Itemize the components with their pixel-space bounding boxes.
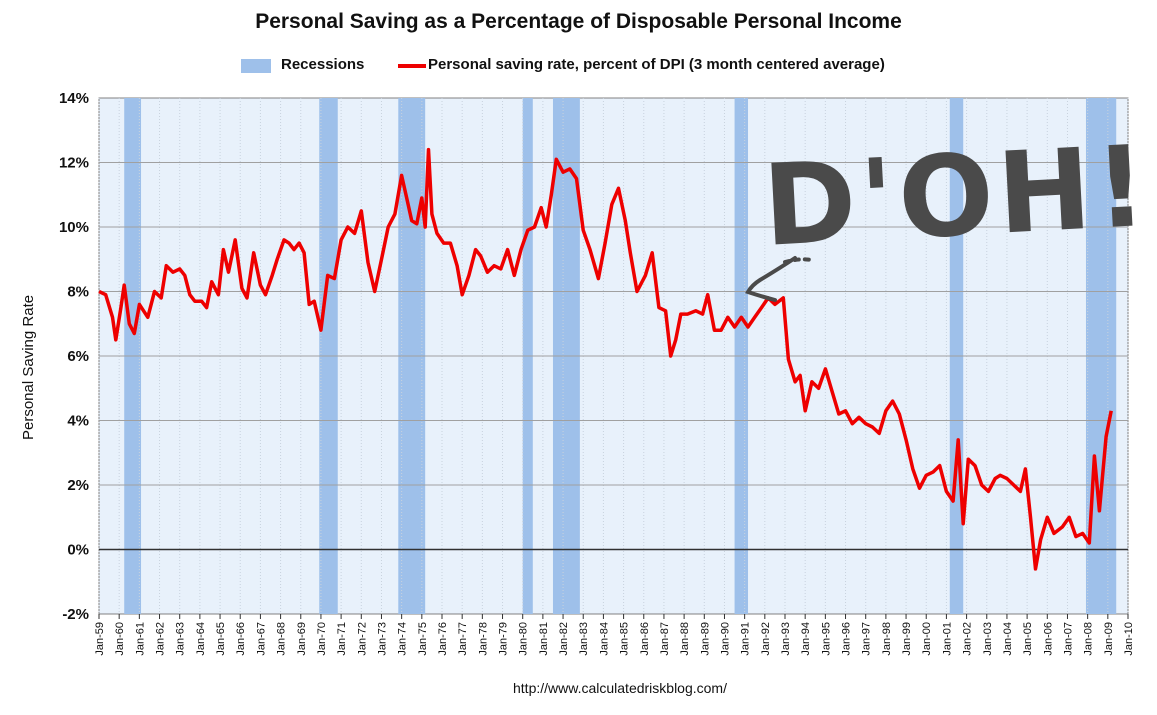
doh-annotation: D'OH! — [760, 121, 1154, 272]
x-tick-label: Jan-85 — [619, 622, 631, 656]
x-tick-label: Jan-95 — [820, 622, 832, 656]
x-tick-label: Jan-69 — [296, 622, 308, 656]
x-tick-label: Jan-76 — [437, 622, 449, 656]
x-tick-label: Jan-96 — [841, 622, 853, 656]
x-tick-label: Jan-91 — [740, 622, 752, 656]
y-tick-label: 0% — [67, 542, 89, 559]
x-tick-label: Jan-88 — [679, 622, 691, 656]
x-tick-label: Jan-00 — [921, 622, 933, 656]
x-tick-label: Jan-71 — [336, 622, 348, 656]
chart-title: Personal Saving as a Percentage of Dispo… — [255, 10, 902, 33]
doh-arrow-doodle — [745, 256, 814, 302]
saving-rate-swatch — [398, 64, 426, 68]
source-url: http://www.calculatedriskblog.com/ — [513, 680, 727, 696]
y-tick-label: 14% — [59, 90, 89, 107]
x-tick-label: Jan-89 — [699, 622, 711, 656]
y-tick-label: 2% — [67, 477, 89, 494]
x-tick-label: Jan-84 — [598, 622, 610, 656]
x-tick-label: Jan-04 — [1002, 622, 1014, 656]
x-tick-label: Jan-59 — [94, 622, 106, 656]
x-tick-label: Jan-63 — [175, 622, 187, 656]
x-tick-label: Jan-97 — [861, 622, 873, 656]
x-tick-label: Jan-83 — [578, 622, 590, 656]
x-tick-label: Jan-80 — [518, 622, 530, 656]
x-tick-label: Jan-65 — [215, 622, 227, 656]
y-tick-label: 10% — [59, 219, 89, 236]
x-tick-label: Jan-62 — [155, 622, 167, 656]
y-tick-label: 6% — [67, 348, 89, 365]
x-tick-label: Jan-06 — [1042, 622, 1054, 656]
y-tick-label: 8% — [67, 284, 89, 301]
x-tick-label: Jan-92 — [760, 622, 772, 656]
x-tick-label: Jan-07 — [1062, 622, 1074, 656]
x-tick-label: Jan-01 — [941, 622, 953, 656]
x-tick-label: Jan-87 — [659, 622, 671, 656]
x-tick-label: Jan-61 — [134, 622, 146, 656]
y-tick-label: 4% — [67, 413, 89, 430]
x-tick-label: Jan-77 — [457, 622, 469, 656]
x-tick-label: Jan-72 — [356, 622, 368, 656]
legend-label-recessions: Recessions — [281, 56, 365, 73]
x-tick-label: Jan-98 — [881, 622, 893, 656]
recessions-swatch — [241, 59, 271, 73]
x-tick-label: Jan-94 — [800, 622, 812, 656]
y-tick-label: 12% — [59, 155, 89, 172]
x-tick-label: Jan-79 — [498, 622, 510, 656]
x-tick-label: Jan-99 — [901, 622, 913, 656]
x-tick-label: Jan-67 — [255, 622, 267, 656]
x-tick-label: Jan-78 — [477, 622, 489, 656]
x-tick-label: Jan-70 — [316, 622, 328, 656]
x-tick-label: Jan-09 — [1103, 622, 1115, 656]
x-tick-label: Jan-93 — [780, 622, 792, 656]
x-tick-label: Jan-82 — [558, 622, 570, 656]
x-tick-label: Jan-66 — [235, 622, 247, 656]
x-tick-label: Jan-60 — [114, 622, 126, 656]
x-tick-label: Jan-81 — [538, 622, 550, 656]
x-tick-label: Jan-86 — [639, 622, 651, 656]
x-tick-label: Jan-73 — [376, 622, 388, 656]
y-tick-label: -2% — [62, 606, 89, 623]
x-tick-label: Jan-68 — [276, 622, 288, 656]
x-tick-label: Jan-02 — [962, 622, 974, 656]
x-tick-label: Jan-90 — [719, 622, 731, 656]
x-tick-label: Jan-10 — [1123, 622, 1135, 656]
x-tick-label: Jan-03 — [982, 622, 994, 656]
legend-label-saving-rate: Personal saving rate, percent of DPI (3 … — [428, 56, 885, 73]
x-tick-label: Jan-64 — [195, 622, 207, 656]
legend: Recessions Personal saving rate, percent… — [0, 55, 1157, 77]
x-tick-label: Jan-05 — [1022, 622, 1034, 656]
saving-rate-line — [98, 147, 1113, 571]
x-tick-label: Jan-75 — [417, 622, 429, 656]
x-tick-label: Jan-74 — [397, 622, 409, 656]
x-tick-label: Jan-08 — [1083, 622, 1095, 656]
